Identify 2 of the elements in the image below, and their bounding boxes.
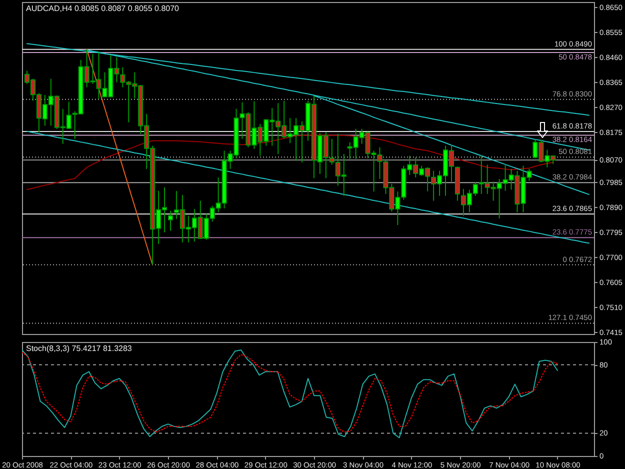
chart-title: AUDCAD,H4 0.8085 0.8087 0.8055 0.8070: [26, 4, 180, 13]
chart-title: Stoch(8,3,3) 75.4217 81.3283: [26, 344, 132, 353]
